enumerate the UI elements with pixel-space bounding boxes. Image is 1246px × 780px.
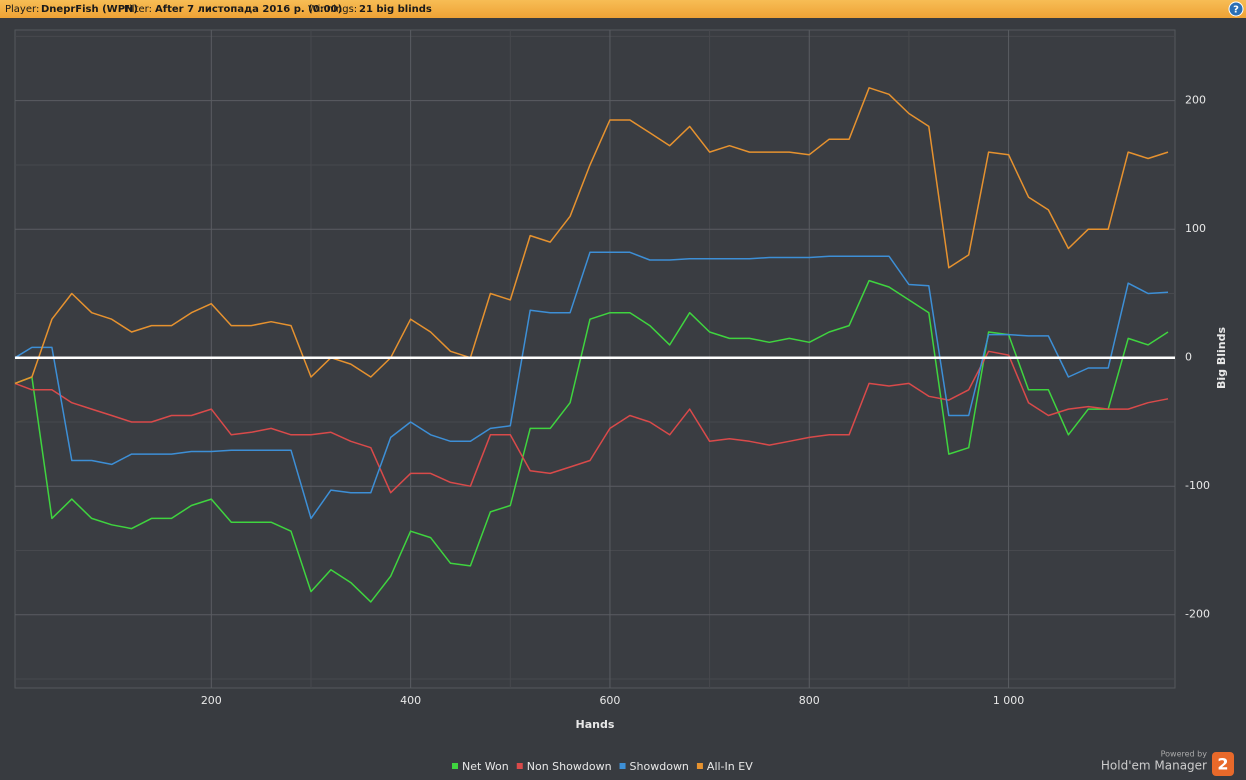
winnings-label: Winnings: (308, 4, 357, 15)
legend: Net Won Non Showdown Showdown All-In EV (452, 760, 753, 773)
logo-version: 2 (1217, 755, 1228, 774)
x-axis-title: Hands (576, 718, 615, 731)
legend-swatch (516, 763, 523, 769)
y-tick-label: 0 (1185, 351, 1192, 364)
plot-area (14, 29, 1176, 689)
player-label: Player: (5, 4, 39, 15)
legend-label: All-In EV (707, 760, 753, 773)
x-tick-label: 800 (799, 694, 820, 707)
x-tick-label: 1 000 (993, 694, 1025, 707)
legend-swatch (696, 763, 703, 769)
help-button[interactable] (1228, 1, 1244, 17)
y-axis-title: Big Blinds (1215, 327, 1228, 389)
logo (1212, 752, 1234, 776)
player: DneprFish (WPN) (41, 4, 138, 15)
filter-label: Filter: (124, 4, 152, 15)
series-line (14, 87, 1169, 385)
header: Player: DneprFish (WPN) Filter: After 7 … (5, 4, 432, 15)
series-line (14, 279, 1169, 603)
powered-by: Powered by (1161, 750, 1208, 759)
x-tick-label: 200 (201, 694, 222, 707)
y-tick-label: 100 (1185, 222, 1206, 235)
y-tick-label: -200 (1185, 608, 1210, 621)
filter: After 7 листопада 2016 р. (0:00) (155, 4, 342, 15)
x-tick-label: 400 (400, 694, 421, 707)
legend-label: Net Won (462, 760, 509, 773)
brand: Hold'em Manager (1101, 759, 1207, 773)
help-icon[interactable]: ? (1233, 5, 1239, 16)
header-bar (0, 0, 1246, 18)
legend-label: Showdown (630, 760, 689, 773)
x-tick-label: 600 (599, 694, 620, 707)
y-tick-label: -100 (1185, 479, 1210, 492)
y-tick-label: 200 (1185, 94, 1206, 107)
legend-swatch (452, 763, 458, 769)
series-line (14, 251, 1169, 520)
series-line (14, 350, 1169, 494)
legend-swatch (619, 763, 626, 769)
legend-label: Non Showdown (527, 760, 612, 773)
winnings: 21 big blinds (359, 4, 432, 15)
